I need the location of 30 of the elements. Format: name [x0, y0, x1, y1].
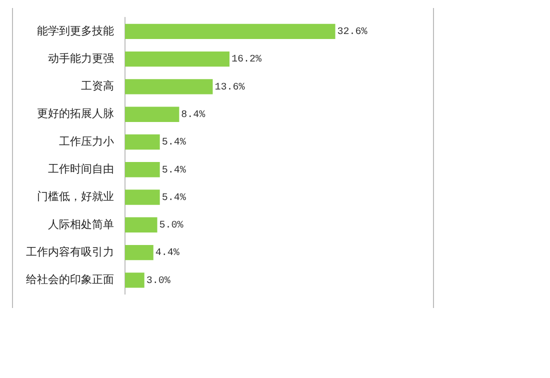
y-tick-label: 工作内容有吸引力 — [26, 245, 114, 258]
bar — [125, 272, 144, 288]
bar — [125, 79, 213, 94]
bar — [125, 190, 160, 205]
data-label: 8.4% — [181, 110, 206, 121]
y-tick-label: 人际相处简单 — [48, 218, 114, 231]
bar — [125, 134, 160, 150]
data-label: 3.0% — [146, 276, 170, 287]
bar — [125, 51, 230, 67]
y-tick-label: 工作时间自由 — [48, 162, 114, 176]
data-label: 5.4% — [162, 138, 186, 149]
data-label: 4.4% — [155, 248, 180, 260]
data-label: 13.6% — [214, 82, 245, 94]
y-tick-label: 工作压力小 — [59, 134, 114, 148]
data-label: 5.0% — [159, 220, 184, 232]
bar — [125, 24, 336, 40]
data-label: 5.4% — [162, 192, 186, 204]
bar — [125, 244, 154, 260]
y-tick-label: 更好的拓展人脉 — [37, 107, 114, 120]
data-label: 16.2% — [231, 54, 262, 66]
bar — [125, 162, 160, 178]
bar — [125, 217, 158, 232]
y-tick-label: 动手能力更强 — [48, 52, 114, 65]
data-label: 5.4% — [162, 165, 186, 176]
y-tick-label: 给社会的印象正面 — [26, 273, 114, 286]
bar — [125, 106, 180, 122]
y-tick-label: 工资高 — [81, 80, 114, 93]
y-tick-label: 能学到更多技能 — [37, 24, 114, 38]
data-label: 32.6% — [337, 27, 368, 38]
y-tick-label: 门槛低，好就业 — [37, 190, 114, 204]
